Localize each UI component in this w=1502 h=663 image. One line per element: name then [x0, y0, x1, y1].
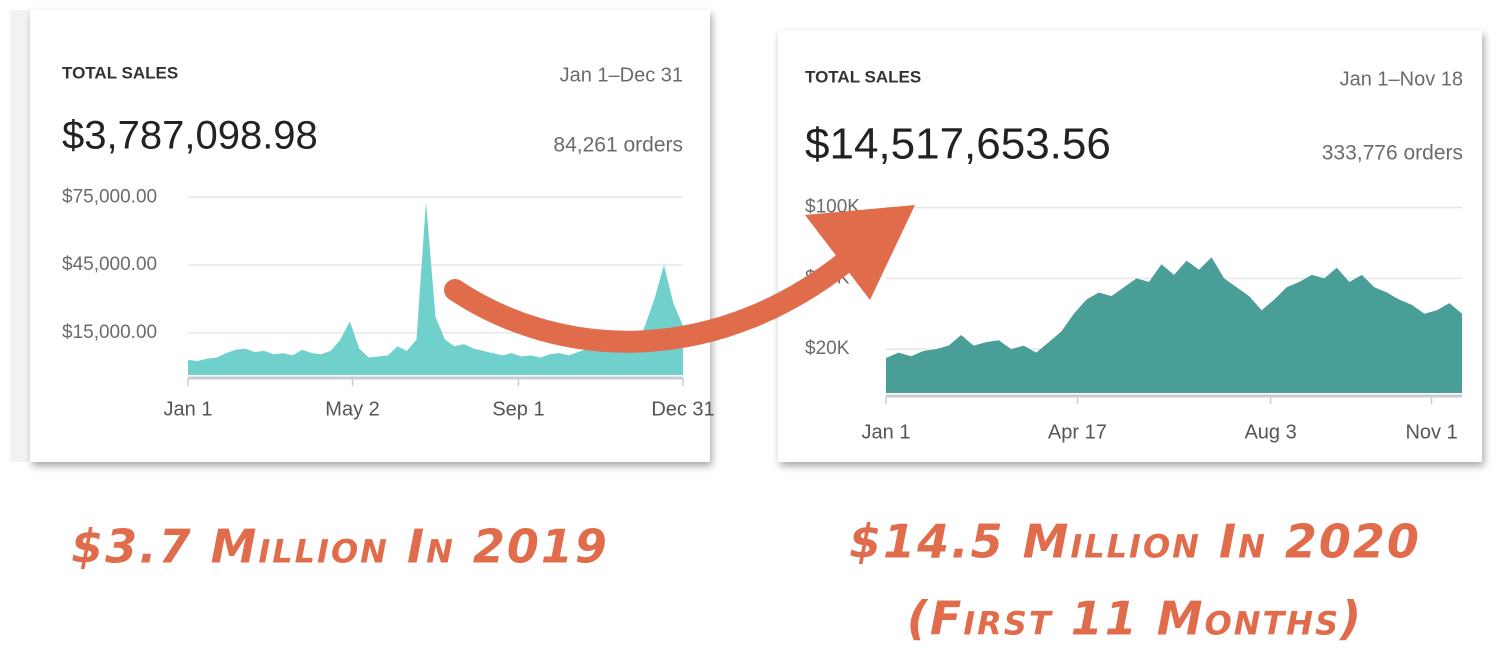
total-sales: $3,787,098.98 — [62, 114, 318, 158]
caption: $14.5 Million In 2020 — [849, 515, 1421, 569]
card-title: TOTAL SALES — [805, 67, 921, 86]
order-count: 84,261 orders — [553, 134, 683, 157]
y-tick-label: $75,000.00 — [62, 186, 157, 207]
y-tick-label: $15,000.00 — [62, 322, 157, 343]
y-tick-label: $20K — [805, 338, 850, 359]
x-tick-label: Nov 1 — [1405, 421, 1457, 443]
side-strip — [10, 10, 30, 462]
total-sales: $14,517,653.56 — [805, 120, 1111, 169]
sales-area — [188, 201, 683, 375]
x-tick-label: Jan 1 — [862, 421, 911, 443]
card-title: TOTAL SALES — [62, 63, 178, 82]
x-tick-label: Dec 31 — [651, 398, 714, 420]
caption: $3.7 Million In 2019 — [71, 520, 609, 574]
x-tick-label: Jan 1 — [164, 398, 213, 420]
x-tick-label: May 2 — [325, 398, 379, 420]
arrow — [444, 205, 915, 353]
date-range: Jan 1–Nov 18 — [1340, 68, 1463, 90]
sales-area — [886, 257, 1462, 393]
date-range: Jan 1–Dec 31 — [560, 64, 683, 86]
x-tick-label: Sep 1 — [492, 398, 544, 420]
x-tick-label: Aug 3 — [1244, 421, 1296, 443]
x-tick-label: Apr 17 — [1048, 421, 1107, 443]
caption: (First 11 Months) — [907, 592, 1363, 646]
y-tick-label: $45,000.00 — [62, 254, 157, 275]
card — [30, 10, 710, 462]
order-count: 333,776 orders — [1322, 142, 1463, 165]
